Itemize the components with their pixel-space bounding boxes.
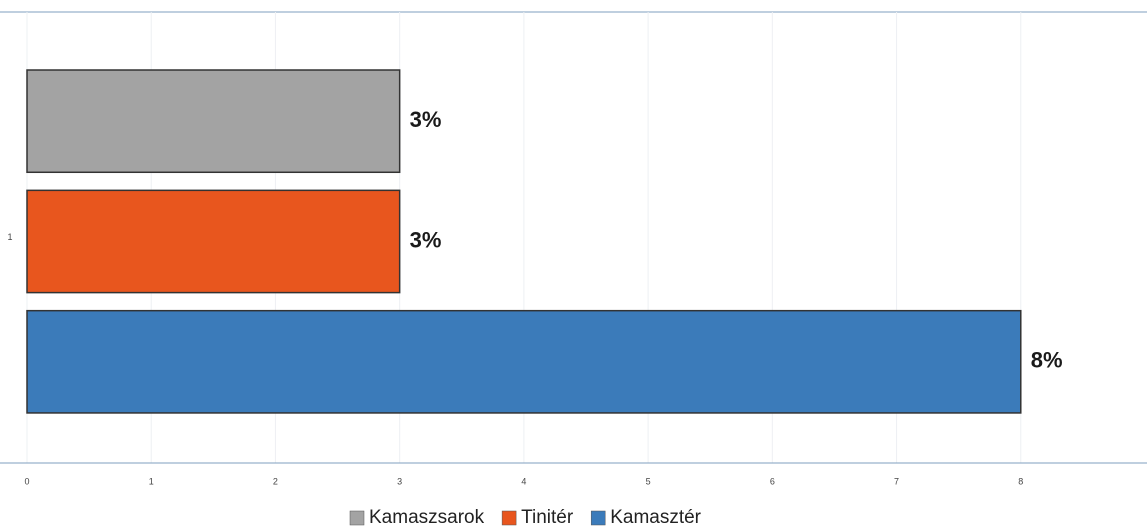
legend-label: Kamaszsarok <box>369 507 485 528</box>
x-tick-label: 4 <box>521 476 526 486</box>
legend-swatch <box>590 510 606 526</box>
x-tick-label: 0 <box>24 476 29 486</box>
legend-swatch <box>349 510 365 526</box>
x-tick-label: 8 <box>1018 476 1023 486</box>
legend-label: Kamasztér <box>610 507 701 528</box>
x-tick-label: 5 <box>646 476 651 486</box>
bar <box>26 309 1022 414</box>
bar <box>26 69 401 174</box>
x-tick-label: 7 <box>894 476 899 486</box>
x-tick-label: 1 <box>149 476 154 486</box>
value-label: 3% <box>410 227 442 252</box>
x-tick-label: 2 <box>273 476 278 486</box>
x-tick-label: 6 <box>770 476 775 486</box>
bar <box>26 189 401 294</box>
legend-swatch <box>501 510 517 526</box>
value-label: 8% <box>1031 348 1063 373</box>
x-tick-label: 3 <box>397 476 402 486</box>
value-label: 3% <box>410 107 442 132</box>
y-tick-label: 1 <box>7 232 12 242</box>
legend-label: Tinitér <box>521 507 574 528</box>
